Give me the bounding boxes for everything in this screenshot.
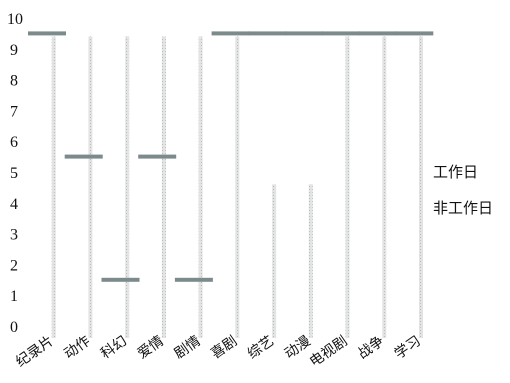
legend-label-非工作日: 非工作日 <box>433 199 493 217</box>
bar-工作日-纪录片 <box>28 31 66 36</box>
y-tick-label-4: 4 <box>10 196 18 213</box>
bar-非工作日-电视剧 <box>345 36 350 338</box>
y-tick-label-1: 1 <box>10 288 18 305</box>
x-tick-label-电视剧: 电视剧 <box>307 333 351 370</box>
bar-非工作日-剧情 <box>198 36 203 338</box>
bar-工作日-动漫 <box>285 31 324 36</box>
legend-label-工作日: 工作日 <box>433 163 478 181</box>
bar-工作日-战争 <box>358 31 397 36</box>
y-tick-label-0: 0 <box>10 319 18 336</box>
bar-非工作日-战争 <box>382 36 387 338</box>
x-tick-label-纪录片: 纪录片 <box>13 333 57 370</box>
bar-工作日-爱情 <box>138 154 177 159</box>
bar-工作日-科幻 <box>101 277 140 282</box>
bar-非工作日-科幻 <box>125 36 130 338</box>
y-tick-label-9: 9 <box>10 42 18 59</box>
y-axis-ticks: 0 1 2 3 4 5 6 7 8 9 10 <box>7 11 23 336</box>
y-tick-label-2: 2 <box>10 257 18 274</box>
bar-非工作日-喜剧 <box>235 36 240 338</box>
bar-工作日-动作 <box>64 154 103 159</box>
y-tick-label-7: 7 <box>10 103 18 120</box>
y-tick-label-3: 3 <box>10 227 18 244</box>
bar-非工作日-爱情 <box>161 36 166 338</box>
y-tick-label-6: 6 <box>10 134 18 151</box>
bar-工作日-电视剧 <box>321 31 360 36</box>
bar-非工作日-学习 <box>419 36 423 338</box>
y-tick-label-10: 10 <box>7 11 23 28</box>
bar-非工作日-动作 <box>88 36 93 338</box>
bar-工作日-综艺 <box>248 31 287 36</box>
chart-marks <box>28 31 434 338</box>
bar-工作日-剧情 <box>174 277 213 282</box>
bar-非工作日-动漫 <box>308 184 313 338</box>
bar-非工作日-综艺 <box>272 184 277 338</box>
bar-非工作日-纪录片 <box>51 36 56 338</box>
bar-工作日-喜剧 <box>211 31 250 36</box>
y-tick-label-8: 8 <box>10 73 18 90</box>
bar-工作日-学习 <box>395 31 434 36</box>
y-tick-label-5: 5 <box>10 165 18 182</box>
